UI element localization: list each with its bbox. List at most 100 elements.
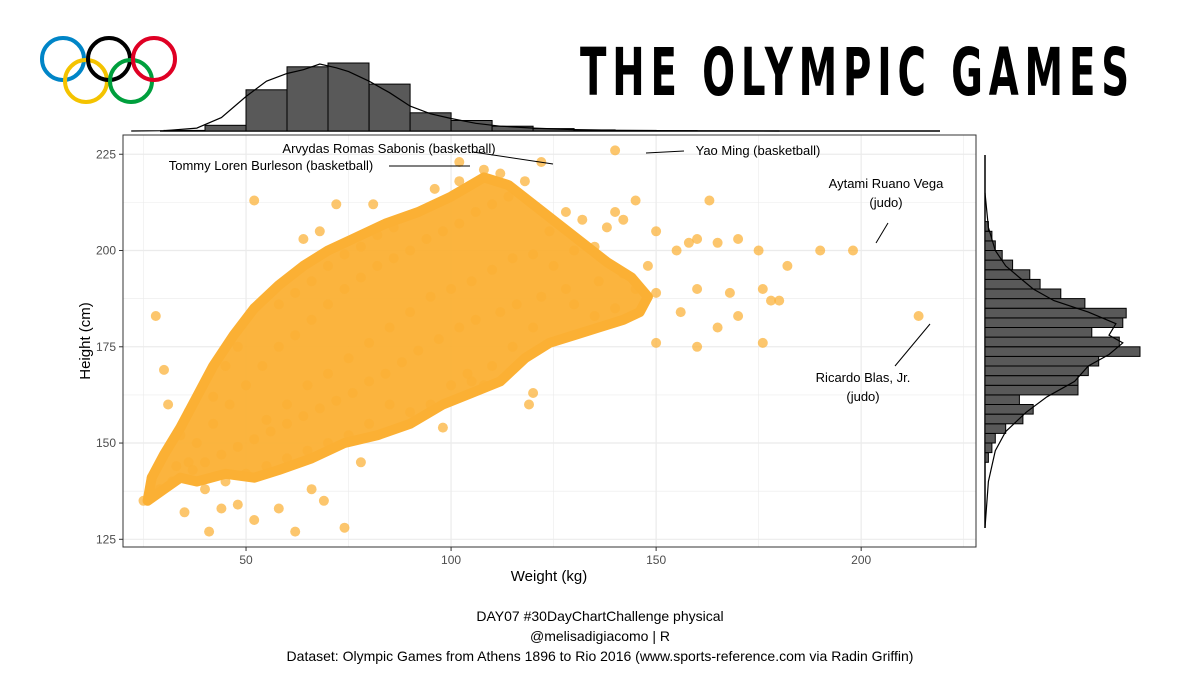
scatter-point [208,391,219,402]
scatter-point [216,449,227,460]
scatter-point [175,430,186,441]
scatter-point [187,465,198,475]
scatter-point [671,245,682,256]
x-axis-title: Weight (kg) [511,568,587,585]
scatter-point [610,145,621,156]
scatter-point [364,376,375,387]
scatter-point [368,199,379,210]
scatter-point [331,199,342,210]
scatter-point [544,226,555,237]
scatter-point [753,245,764,256]
scatter-point [306,314,317,325]
scatter-point [290,287,301,298]
dense-point-cloud [142,172,653,506]
scatter-point [470,314,481,325]
right-hist-bar [984,317,1124,328]
scatter-point [364,337,375,348]
scatter-point [249,434,260,445]
y-tick-label: 150 [96,436,116,450]
scatter-point [179,507,190,518]
scatter-point [339,522,350,533]
y-axis-ticks: 125 150 175 200 225 [96,147,123,546]
scatter-point [154,484,165,495]
scatter-point [454,218,465,229]
scatter-point [384,399,395,410]
scatter-point [470,207,481,217]
scatter-point [478,380,489,391]
right-hist-bar [984,269,1031,280]
scatter-point [232,341,243,352]
scatter-point [138,495,149,506]
scatter-point [290,526,301,537]
weight-marginal-histogram [131,62,940,132]
scatter-point [577,214,588,225]
panel-border [122,134,977,548]
top-hist-bar [327,62,370,132]
scatter-point [384,322,395,333]
scatter-point [396,357,407,368]
scatter-point [630,195,641,206]
annotation-leader-line [645,150,685,154]
scatter-point [204,526,215,537]
scatter-point [249,195,260,206]
caption-line-author: @melisadigiacomo | R [529,628,670,644]
scatter-point [519,176,530,187]
scatter-point [171,461,182,472]
height-marginal-histogram [984,155,1141,528]
scatter-point [372,260,383,271]
top-hist-bar [409,112,452,132]
scatter-point [462,368,473,379]
scatter-point [200,457,210,468]
scatter-point [298,234,309,244]
right-hist-bar [984,442,993,454]
scatter-point [331,395,342,406]
scatter-point [220,476,231,487]
annotation-leader-line [472,151,554,165]
scatter-point [318,495,329,506]
scatter-point [405,407,416,418]
right-hist-bar [984,327,1093,338]
scatter-point [651,226,662,237]
right-hist-bar [984,423,1007,434]
scatter-point [487,199,498,210]
right-hist-bar [984,394,1020,405]
annotation-label: Arvydas Romas Sabonis (basketball) [282,141,495,156]
scatter-point [200,484,210,495]
right-hist-bar [984,307,1127,319]
top-density-curve [131,63,780,132]
scatter-point [848,245,858,256]
scatter-point [405,245,416,256]
scatter-point [425,291,436,302]
scatter-point [339,249,350,260]
scatter-point [618,268,629,279]
scatter-point [507,341,518,352]
scatter-point [757,284,768,294]
scatter-point [159,364,169,375]
scatter-point [487,361,498,371]
scatter-point [589,311,600,321]
scatter-point [651,337,662,348]
scatter-point [733,234,744,244]
scatter-point [692,234,703,244]
scatter-point [536,291,547,302]
scatter-point [249,515,260,525]
scatter-point [323,299,333,310]
scatter-point [712,237,723,248]
scatter-point [261,414,272,425]
scatter-point [413,345,424,356]
scatter-point [282,399,292,410]
scatter-point [261,461,272,472]
scatter-point [528,249,539,260]
scatter-point [167,476,178,487]
scatter-point [569,299,580,310]
annotation-label: Ricardo Blas, Jr. (judo) [816,370,911,404]
scatter-point [241,380,251,391]
scatter-point [290,330,301,341]
scatter-point [642,260,653,271]
scatter-point [724,287,735,298]
scatter-point [487,264,498,275]
scatter-point [675,307,686,318]
scatter-point [446,380,457,391]
scatter-point [651,287,662,298]
scatter-point [257,361,268,371]
